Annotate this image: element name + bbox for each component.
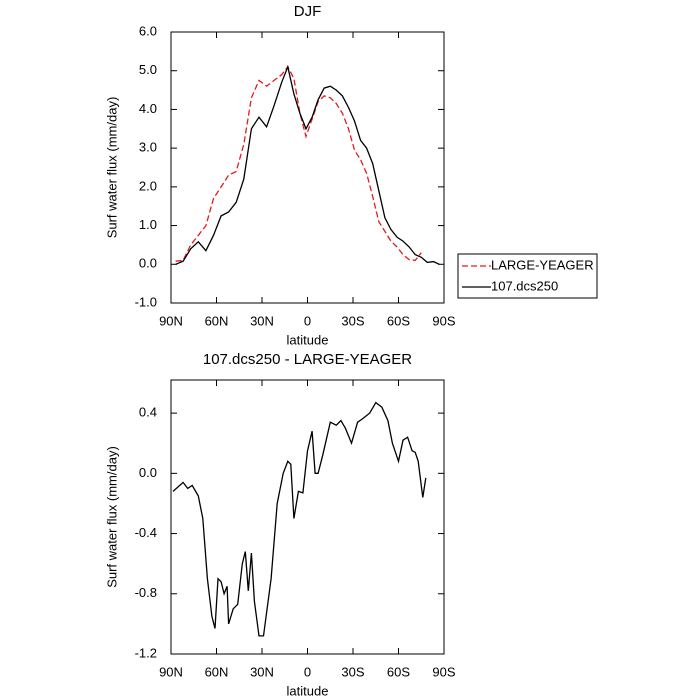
y-tick-label: 6.0 (139, 23, 157, 38)
x-tick-label: 60N (205, 664, 229, 679)
y-tick-label: 4.0 (139, 101, 157, 116)
plot-frame (170, 31, 445, 304)
x-tick-label: 60S (387, 664, 410, 679)
x-tick-label: 30N (250, 313, 274, 328)
x-tick-label: 90S (432, 664, 455, 679)
y-tick-label: 0.4 (139, 405, 157, 420)
legend-label: LARGE-YEAGER (491, 257, 594, 272)
y-axis-label: Surf water flux (mm/day) (104, 446, 119, 588)
y-tick-label: -1.0 (135, 294, 157, 309)
x-tick-label: 90S (432, 313, 455, 328)
y-tick-label: 1.0 (139, 217, 157, 232)
y-tick-label: 0.0 (139, 256, 157, 271)
x-tick-label: 60N (205, 313, 229, 328)
y-tick-label: -1.2 (135, 645, 157, 660)
chart-title: DJF (294, 3, 322, 20)
y-tick-label: 2.0 (139, 178, 157, 193)
x-tick-label: 90N (159, 664, 183, 679)
y-tick-label: 3.0 (139, 140, 157, 155)
x-tick-label: 30N (250, 664, 274, 679)
legend-label: 107.dcs250 (491, 278, 558, 293)
x-tick-label: 90N (159, 313, 183, 328)
y-tick-label: -0.4 (135, 525, 157, 540)
x-axis-label: latitude (287, 683, 329, 698)
y-tick-label: -0.8 (135, 585, 157, 600)
y-tick-label: 0.0 (139, 465, 157, 480)
data-line (172, 401, 427, 637)
chart-title: 107.dcs250 - LARGE-YEAGER (203, 351, 412, 368)
y-tick-label: 5.0 (139, 62, 157, 77)
y-axis-label: Surf water flux (mm/day) (104, 97, 119, 239)
x-tick-label: 60S (387, 313, 410, 328)
x-tick-label: 0 (304, 313, 311, 328)
data-line (175, 64, 440, 265)
x-tick-label: 0 (304, 664, 311, 679)
x-tick-label: 30S (341, 313, 364, 328)
data-line (175, 65, 422, 262)
legend-box (457, 253, 598, 299)
x-tick-label: 30S (341, 664, 364, 679)
x-axis-label: latitude (287, 332, 329, 347)
